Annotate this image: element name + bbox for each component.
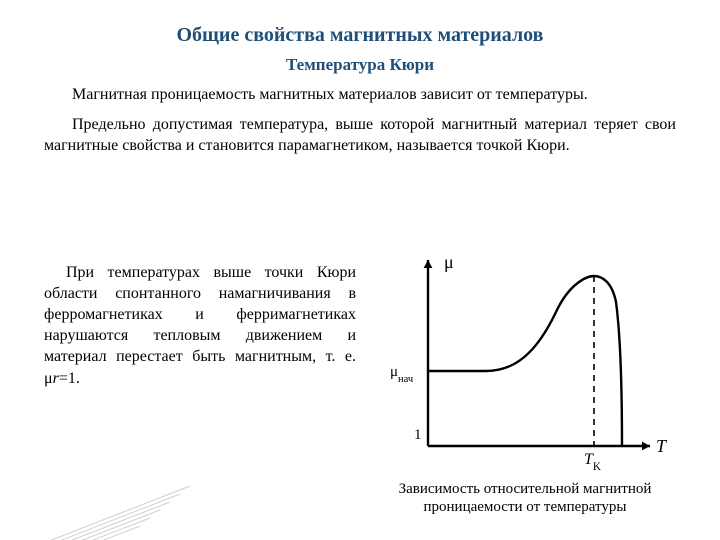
paragraph-2-text: Предельно допустимая температура, выше к… — [44, 116, 676, 153]
paragraph-3-suffix: =1. — [59, 370, 80, 387]
slide: Общие свойства магнитных материалов Темп… — [0, 24, 720, 540]
mu-vs-temperature-chart: 1μначμTTK — [388, 246, 680, 472]
paragraph-3: При температурах выше точки Кюри области… — [44, 262, 356, 389]
corner-decoration — [0, 464, 200, 540]
title: Общие свойства магнитных материалов — [0, 24, 720, 47]
paragraph-1: Магнитная проницаемость магнитных матери… — [44, 85, 676, 105]
paragraph-1-text: Магнитная проницаемость магнитных матери… — [72, 86, 588, 103]
subtitle: Температура Кюри — [0, 55, 720, 75]
chart-caption: Зависимость относительной магнитной прон… — [360, 480, 690, 516]
paragraph-2: Предельно допустимая температура, выше к… — [44, 115, 676, 156]
svg-text:1: 1 — [414, 427, 422, 443]
paragraph-3-prefix: При температурах выше точки Кюри области… — [44, 264, 356, 387]
svg-text:μ: μ — [444, 252, 454, 272]
